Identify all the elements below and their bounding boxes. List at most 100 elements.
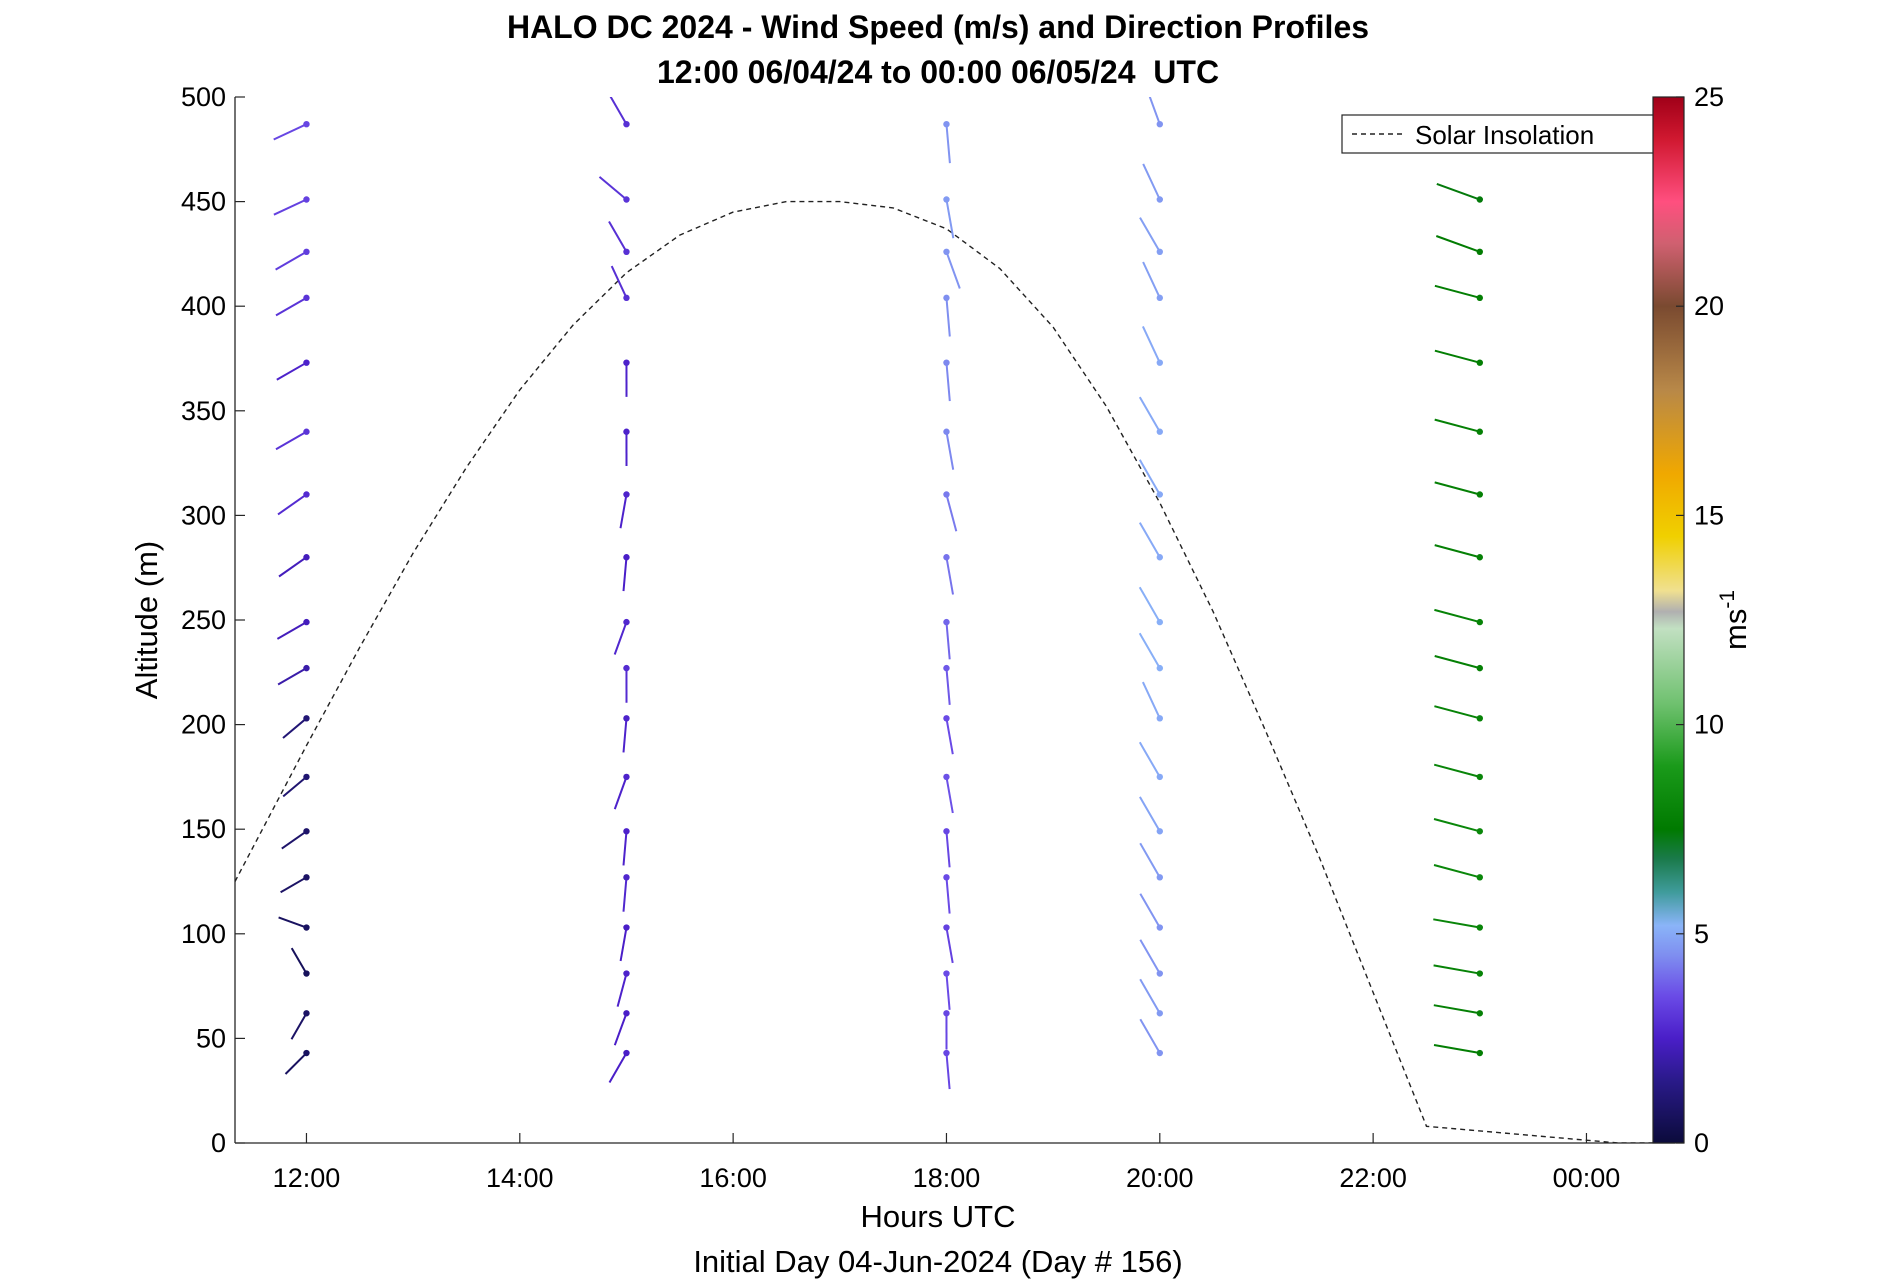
wind-barb <box>277 493 308 516</box>
wind-barb-point <box>303 294 310 302</box>
wind-barb-point <box>623 359 630 366</box>
wind-barb <box>1141 325 1161 364</box>
wind-barb <box>1139 1018 1161 1054</box>
wind-barb-point <box>1476 428 1484 435</box>
wind-barb-point <box>303 491 310 498</box>
wind-barb <box>945 927 954 964</box>
legend-box <box>1341 114 1665 154</box>
wind-barb-point <box>1156 773 1164 781</box>
wind-profile-column <box>598 97 630 1083</box>
colorbar-tick-label: 10 <box>1694 710 1724 740</box>
wind-barb <box>1138 632 1161 669</box>
wind-barb-point <box>303 828 310 835</box>
wind-barb <box>945 494 958 532</box>
wind-profile-column <box>943 120 961 1090</box>
wind-barb <box>945 973 951 1010</box>
wind-barb-point <box>623 294 630 302</box>
wind-barb-point <box>623 828 630 835</box>
wind-barb <box>281 830 308 850</box>
colorbar-tick-label: 15 <box>1694 500 1724 530</box>
wind-barb <box>284 1052 308 1075</box>
wind-barb <box>945 1052 951 1090</box>
wind-barb <box>945 776 954 814</box>
wind-barb-point <box>1476 924 1484 931</box>
wind-barb-point <box>1476 554 1484 561</box>
wind-barb-point <box>1476 664 1484 672</box>
wind-barb <box>1138 522 1161 558</box>
wind-barb <box>613 621 628 655</box>
y-tick-label: 250 <box>181 605 226 635</box>
wind-barb <box>1434 544 1481 559</box>
wind-barb-point <box>1476 715 1484 722</box>
wind-barb <box>1142 163 1161 200</box>
wind-barb-point <box>943 294 950 302</box>
wind-barb-point <box>623 120 630 128</box>
y-tick-label: 0 <box>211 1128 226 1158</box>
wind-barb <box>945 362 951 402</box>
wind-barb <box>1433 1004 1480 1015</box>
chart-subtitle: 12:00 06/04/24 to 00:00 06/05/24 UTC <box>657 54 1219 90</box>
y-tick-label: 100 <box>181 919 226 949</box>
wind-barb-point <box>943 248 950 256</box>
y-tick-label: 350 <box>181 396 226 426</box>
wind-barb <box>290 947 308 975</box>
x-tick-label: 18:00 <box>913 1163 981 1193</box>
wind-barb-point <box>1476 196 1484 203</box>
wind-barb-point <box>303 618 310 626</box>
wind-barb-point <box>943 828 950 835</box>
wind-barb-point <box>943 1049 950 1057</box>
wind-barb <box>1139 217 1161 253</box>
chart-caption: Initial Day 04-Jun-2024 (Day # 156) <box>693 1244 1182 1279</box>
wind-barb <box>282 776 308 798</box>
wind-barb <box>1148 97 1161 125</box>
wind-barb-point <box>623 773 630 781</box>
wind-barb <box>945 831 951 868</box>
wind-barb-point <box>1156 664 1164 672</box>
wind-barb-point <box>1156 618 1164 626</box>
y-tick-label: 50 <box>196 1023 226 1053</box>
y-tick-label: 450 <box>181 187 226 217</box>
wind-profile-column <box>1433 182 1484 1057</box>
wind-barb-point <box>1476 1010 1484 1017</box>
wind-barb-point <box>623 1049 630 1057</box>
plot-area <box>235 97 1675 1143</box>
wind-barb <box>613 776 628 810</box>
x-axis-label: Hours UTC <box>860 1199 1015 1234</box>
x-tick-label: 12:00 <box>273 1163 341 1193</box>
wind-barb <box>1435 235 1481 253</box>
wind-barb-point <box>303 248 310 256</box>
colorbar-gradient <box>1652 96 1685 1144</box>
wind-barb-point <box>1476 618 1484 626</box>
wind-barb-point <box>623 248 630 256</box>
wind-barb <box>610 265 628 299</box>
legend-label-solar-insolation: Solar Insolation <box>1415 120 1594 150</box>
wind-barb-point <box>1476 874 1484 881</box>
wind-barb-point <box>623 428 630 435</box>
wind-barb <box>1433 964 1480 975</box>
y-tick-label: 150 <box>181 814 226 844</box>
wind-barb-point <box>1156 491 1164 498</box>
wind-barb-point <box>623 970 630 977</box>
wind-barb <box>1433 818 1481 833</box>
y-tick-label: 400 <box>181 291 226 321</box>
wind-barb <box>619 494 628 529</box>
wind-barb <box>1139 978 1161 1014</box>
wind-barb-point <box>303 715 310 722</box>
wind-barb <box>1142 261 1161 299</box>
wind-barb-point <box>943 428 950 435</box>
wind-barb-point <box>303 196 310 203</box>
wind-barb <box>622 831 628 866</box>
wind-barb-point <box>1156 248 1164 256</box>
wind-barb-point <box>303 359 310 366</box>
wind-barb-point <box>1476 491 1484 498</box>
wind-barb <box>945 297 951 337</box>
wind-barb <box>945 199 955 239</box>
wind-barb <box>1138 741 1161 778</box>
wind-barb-point <box>1156 1049 1164 1057</box>
wind-barb <box>609 97 628 125</box>
wind-barb-point <box>623 924 630 931</box>
wind-barb <box>278 916 307 929</box>
wind-barb <box>598 176 628 201</box>
wind-barb-point <box>623 554 630 561</box>
wind-barb <box>1434 705 1481 720</box>
